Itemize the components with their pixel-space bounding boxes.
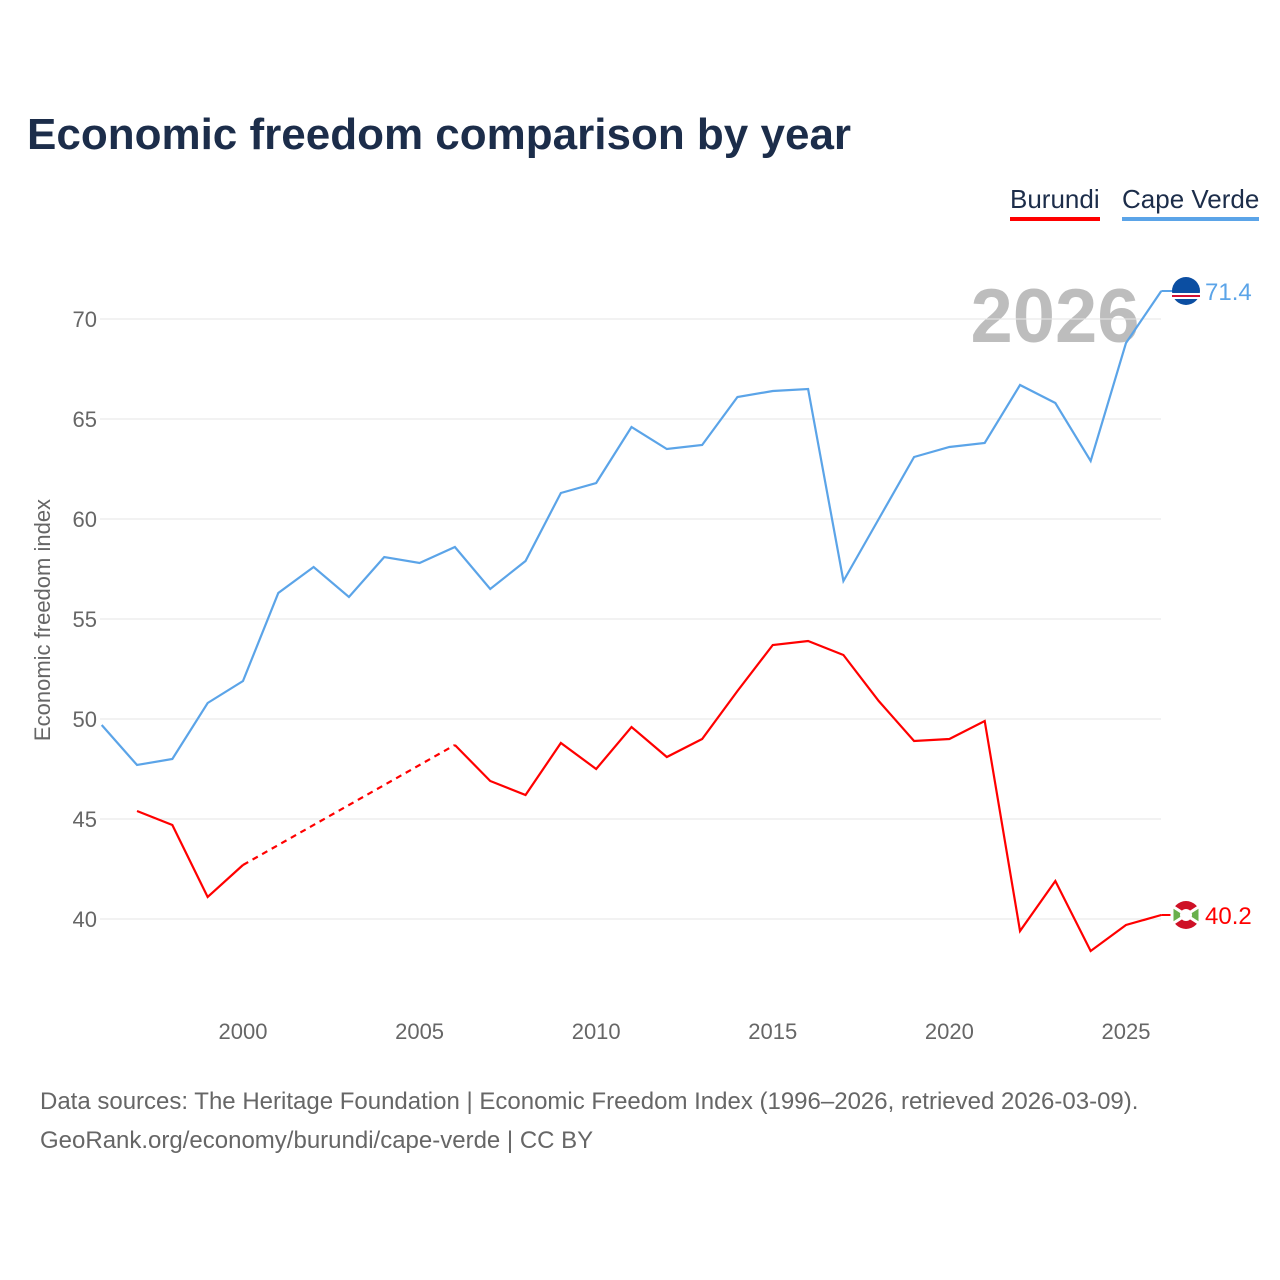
- flag-disc: [1180, 909, 1192, 921]
- source-url[interactable]: GeoRank.org/economy/burundi/cape-verde |…: [40, 1127, 594, 1154]
- end-label-burundi: 40.2: [1205, 903, 1252, 930]
- flag-bg: [1172, 277, 1200, 305]
- source-line: Data sources: The Heritage Foundation | …: [40, 1088, 1139, 1115]
- flag-cape-verde-icon: [1172, 277, 1200, 305]
- y-tick-label: 65: [73, 407, 97, 432]
- y-tick-label: 45: [73, 807, 97, 832]
- y-tick-label: 60: [73, 507, 97, 532]
- chart-title: Economic freedom comparison by year: [27, 110, 852, 159]
- line-burundi: [136, 809, 244, 899]
- y-tick-label: 70: [73, 307, 97, 332]
- flag-burundi-icon: [1170, 901, 1202, 929]
- x-tick-label: 2020: [925, 1019, 974, 1044]
- x-tick-label: 2015: [748, 1019, 797, 1044]
- y-tick-label: 55: [73, 607, 97, 632]
- legend-burundi[interactable]: Burundi: [1010, 184, 1100, 221]
- y-tick-label: 40: [73, 907, 97, 932]
- end-label-cape-verde: 71.4: [1205, 279, 1252, 306]
- line-cape-verde: [100, 290, 1163, 767]
- x-tick-label: 2005: [395, 1019, 444, 1044]
- legend-cape-verde[interactable]: Cape Verde: [1122, 184, 1260, 221]
- x-tick-label: 2010: [572, 1019, 621, 1044]
- x-tick-label: 2000: [219, 1019, 268, 1044]
- line-burundi: [454, 639, 1162, 953]
- year-annotation: 2026: [970, 274, 1139, 359]
- gap-line-burundi: [242, 744, 456, 866]
- y-axis-label: Economic freedom index: [30, 499, 55, 741]
- x-tick-label: 2025: [1102, 1019, 1151, 1044]
- y-tick-label: 50: [73, 707, 97, 732]
- flag-stripe: [1172, 295, 1200, 297]
